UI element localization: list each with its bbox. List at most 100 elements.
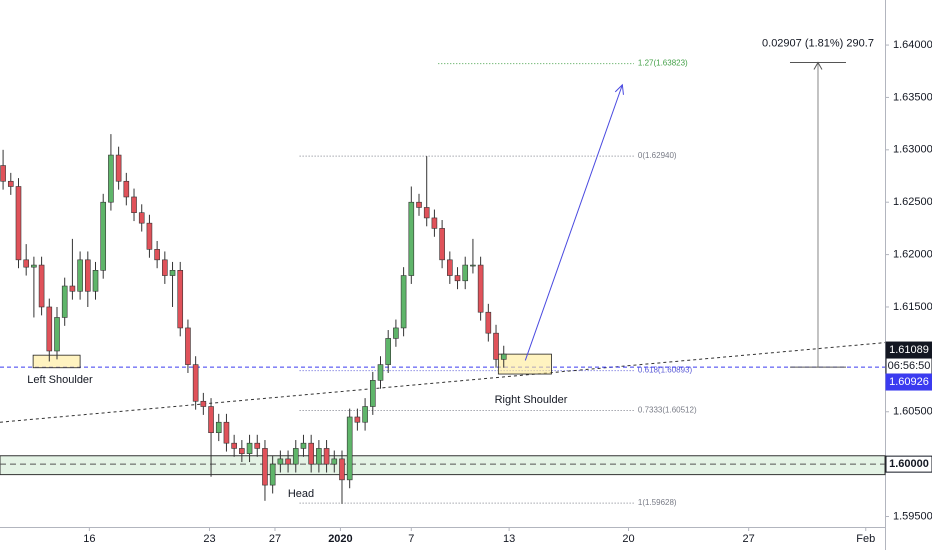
- candle-body: [300, 442, 307, 449]
- y-tick-label: 1.60500: [893, 406, 932, 418]
- neckline: [0, 342, 886, 423]
- candle-body: [31, 264, 37, 268]
- support-level-tag-box: [885, 455, 932, 473]
- candle-body: [7, 180, 14, 187]
- candle-body: [323, 448, 330, 465]
- candle-body: [162, 259, 168, 276]
- candle-body: [61, 285, 68, 318]
- x-tick-label: 7: [408, 533, 414, 545]
- y-tick-label: 1.63500: [893, 91, 932, 103]
- annotation: Left Shoulder: [27, 374, 93, 386]
- candle-body: [477, 264, 484, 313]
- fib-label: 0(1.62940): [638, 151, 677, 160]
- candle-body: [285, 458, 291, 465]
- candle-body: [362, 406, 368, 423]
- x-tick-label: 23: [203, 533, 215, 545]
- y-tick-label: 1.63000: [893, 144, 932, 156]
- candle-body: [223, 421, 230, 444]
- candle-body: [169, 270, 176, 276]
- shoulder-box: [497, 353, 552, 375]
- candle-body: [215, 421, 222, 434]
- candle-body: [208, 406, 214, 434]
- candle-body: [115, 154, 122, 182]
- candle-body: [100, 201, 107, 271]
- annotation: Right Shoulder: [495, 394, 568, 406]
- support-zone: [0, 455, 886, 476]
- candle-body: [485, 311, 492, 334]
- candle-body: [200, 400, 207, 407]
- candle-body: [393, 327, 399, 339]
- fib-label: 0.618(1.60893): [638, 366, 693, 375]
- measure-label: 0.02907 (1.81%) 290.7: [762, 37, 874, 49]
- x-tick-label: 16: [83, 533, 95, 545]
- y-tick-label: 1.62000: [893, 249, 932, 261]
- candle-body: [254, 442, 261, 449]
- candle-body: [331, 458, 338, 465]
- x-tick-label: Feb: [856, 533, 875, 545]
- x-tick-label: 27: [269, 533, 281, 545]
- candle-body: [423, 207, 430, 219]
- candle-body: [54, 317, 60, 352]
- candle-body: [447, 259, 453, 276]
- candle-body: [154, 249, 160, 261]
- candle-body: [262, 448, 268, 486]
- candle-body: [146, 222, 153, 250]
- candle-body: [138, 212, 145, 224]
- y-tick-label: 1.62500: [893, 196, 932, 208]
- y-tick-label: 1.64000: [893, 39, 932, 51]
- candle-body: [239, 448, 245, 454]
- fib-label: 0.7333(1.60512): [638, 406, 697, 415]
- candle-body: [369, 380, 376, 407]
- x-tick-label: 2020: [328, 533, 352, 545]
- candle-body: [185, 327, 191, 365]
- candle-body: [231, 442, 237, 449]
- candle-body: [416, 201, 422, 208]
- support-level-tag: 1.60000: [889, 458, 929, 470]
- candle-body: [385, 338, 391, 365]
- candle-body: [46, 306, 53, 352]
- candle-body: [77, 259, 83, 292]
- candle-body: [0, 165, 6, 182]
- x-tick-label: 20: [622, 533, 634, 545]
- last-price-tag: 1.61089: [889, 344, 929, 356]
- arrow-head: [614, 83, 624, 95]
- candle-body: [177, 270, 184, 329]
- candle-body: [408, 201, 415, 276]
- candle-body: [123, 180, 130, 198]
- candle-body: [246, 442, 253, 454]
- candle-body: [85, 259, 91, 292]
- countdown-tag: 06:56:50: [888, 360, 931, 372]
- candle-body: [454, 275, 461, 282]
- candle-body: [400, 275, 407, 329]
- candle-body: [292, 448, 299, 465]
- candle-body: [493, 332, 499, 360]
- candle-body: [192, 364, 199, 402]
- candle-body: [439, 228, 445, 261]
- fib-label: 1.27(1.63823): [638, 59, 688, 68]
- candle-body: [339, 458, 345, 481]
- candle-body: [308, 442, 314, 465]
- y-tick-label: 1.59500: [893, 510, 932, 522]
- y-tick-label: 1.61500: [893, 301, 932, 313]
- fib-label: 1(1.59628): [638, 498, 677, 507]
- x-tick-label: 13: [503, 533, 515, 545]
- price-line-tag-box: [885, 373, 932, 391]
- candle-body: [377, 364, 384, 381]
- candle-body: [354, 416, 361, 423]
- x-tick-label: 27: [743, 533, 755, 545]
- candle-body: [23, 259, 29, 268]
- candle-body: [69, 285, 76, 292]
- candle-body: [38, 264, 45, 308]
- candle-body: [277, 458, 284, 465]
- candle-body: [15, 186, 22, 261]
- candle-body: [500, 353, 507, 360]
- projection-arrow: [524, 84, 623, 361]
- candle-body: [131, 196, 137, 213]
- candle-body: [431, 217, 438, 229]
- price-line-tag: 1.60926: [889, 376, 929, 388]
- candle-body: [316, 448, 322, 465]
- candle-body: [108, 154, 114, 203]
- candle-body: [346, 416, 353, 481]
- annotation: Head: [288, 488, 314, 500]
